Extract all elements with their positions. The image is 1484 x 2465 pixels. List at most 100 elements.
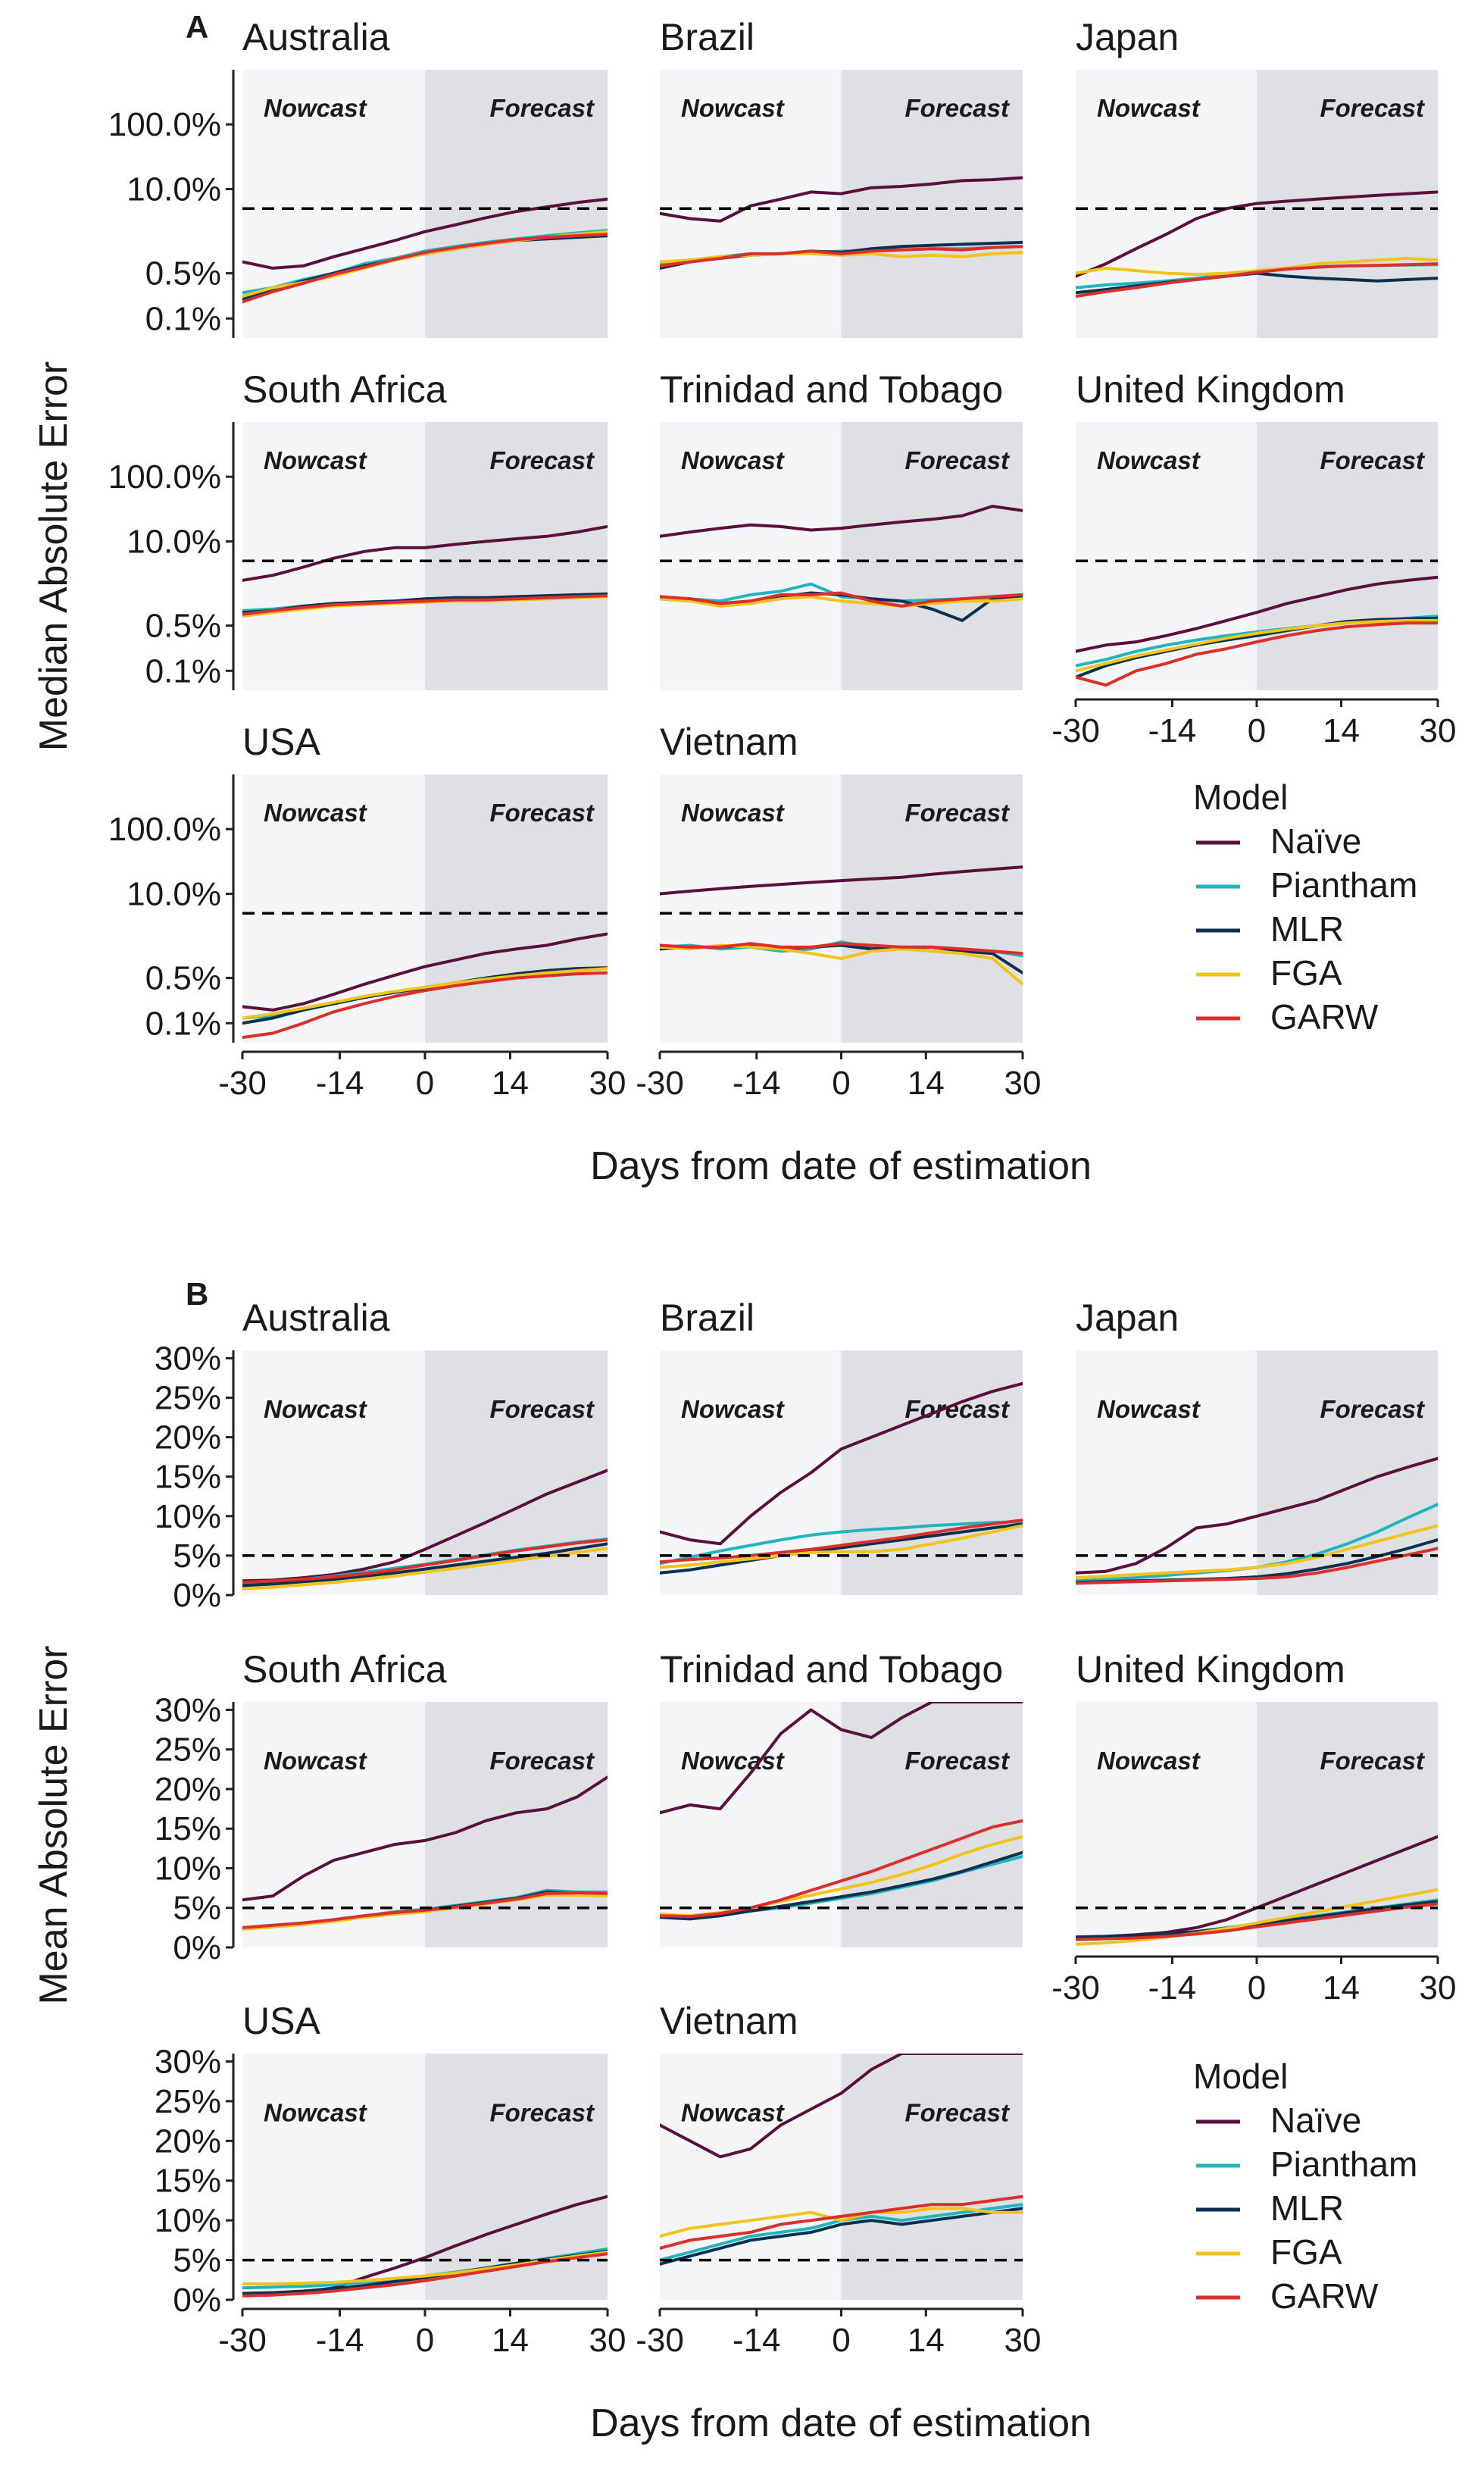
forecast-label: Forecast	[489, 1395, 595, 1423]
subplot-australia: Australia Nowcast Forecast 0%5%10%15%20%25%…	[155, 1297, 608, 1614]
y-tick-label: 30%	[155, 2043, 221, 2080]
series-line-nave	[660, 1702, 1023, 1815]
subplot-united-kingdom: United Kingdom Nowcast Forecast -30 -14 0 14 30	[1051, 368, 1456, 749]
x-tick-label: 14	[908, 2322, 945, 2359]
x-tick-label: -14	[733, 2322, 781, 2359]
nowcast-label: Nowcast	[264, 446, 368, 474]
x-tick-label: -30	[1051, 712, 1100, 749]
subplot-title: Australia	[242, 16, 390, 58]
series-line-fga	[660, 1524, 1023, 1569]
x-tick-label: 0	[1248, 712, 1266, 749]
subplot-title: South Africa	[242, 368, 447, 411]
series-line-garw	[660, 2194, 1023, 2250]
x-tick-label: -30	[636, 2322, 684, 2359]
series-line-garw	[242, 1538, 608, 1584]
nowcast-label: Nowcast	[1097, 446, 1201, 474]
y-tick-label: 25%	[155, 2083, 221, 2120]
legend-label: GARW	[1270, 2276, 1379, 2316]
series-line-nave	[242, 524, 608, 582]
legend-label: FGA	[1270, 2232, 1342, 2272]
series-line-nave	[1076, 1456, 1438, 1575]
forecast-region	[841, 774, 1023, 1043]
forecast-label: Forecast	[904, 1747, 1011, 1775]
series-line-fga	[1076, 618, 1438, 673]
nowcast-label: Nowcast	[681, 1747, 786, 1775]
x-tick-label: -30	[636, 1065, 684, 1102]
legend-label: MLR	[1270, 2188, 1344, 2228]
series-line-fga	[660, 2207, 1023, 2238]
series-line-mlr	[660, 1850, 1023, 1921]
series-line-nave	[242, 197, 608, 270]
y-tick-label: 20%	[155, 1419, 221, 1456]
series-line-garw	[660, 591, 1023, 608]
nowcast-region	[242, 2054, 425, 2300]
y-tick-label: 0.5%	[145, 255, 221, 292]
nowcast-region	[242, 774, 425, 1043]
x-tick-label: -14	[733, 1065, 781, 1102]
series-lines	[660, 2054, 1023, 2266]
forecast-label: Forecast	[904, 446, 1011, 474]
subplot-title: Japan	[1076, 16, 1179, 58]
x-tick-label: -30	[218, 1065, 267, 1102]
legend-title: Model	[1193, 777, 1288, 817]
forecast-region	[841, 1350, 1023, 1595]
nowcast-label: Nowcast	[264, 1747, 368, 1775]
nowcast-region	[1076, 70, 1257, 338]
series-line-mlr	[660, 2207, 1023, 2266]
y-tick-label: 100.0%	[108, 458, 221, 496]
nowcast-label: Nowcast	[1097, 1747, 1201, 1775]
subplot-usa: USA Nowcast Forecast 0.1% 0.5% 10.0% 100.0% -30…	[108, 721, 626, 1102]
series-line-garw	[242, 2252, 608, 2298]
subplot-title: Brazil	[660, 1297, 754, 1339]
y-tick-label: 0.5%	[145, 960, 221, 997]
forecast-region	[841, 1702, 1023, 1947]
y-tick-label: 15%	[155, 1459, 221, 1496]
y-tick-label: 100.0%	[108, 811, 221, 848]
y-tick-label: 0.1%	[145, 300, 221, 337]
series-line-nave	[660, 2054, 1023, 2159]
x-tick-label: 14	[492, 2322, 529, 2359]
x-tick-label: -14	[1148, 712, 1197, 749]
x-tick-label: 30	[589, 1065, 626, 1102]
subplot-title: Japan	[1076, 1297, 1179, 1339]
series-lines	[660, 1381, 1023, 1575]
x-tick-label: 30	[1420, 712, 1457, 749]
series-line-nave	[242, 1775, 608, 1902]
series-line-nave	[242, 1469, 608, 1583]
series-line-nave	[242, 932, 608, 1012]
series-line-mlr	[242, 1542, 608, 1588]
forecast-region	[841, 70, 1023, 338]
legend-label: Naïve	[1270, 821, 1361, 861]
nowcast-region	[1076, 1350, 1257, 1595]
legend-label: Piantham	[1270, 865, 1417, 905]
subplot-title: South Africa	[242, 1648, 447, 1691]
series-line-nave	[1076, 190, 1438, 278]
forecast-region	[841, 422, 1023, 690]
nowcast-region	[242, 422, 425, 690]
series-line-nave	[1076, 575, 1438, 653]
series-line-garw	[242, 594, 608, 616]
subplot-trinidad-and-tobago: Trinidad and Tobago Nowcast Forecast	[660, 368, 1023, 690]
series-lines	[1076, 190, 1438, 299]
forecast-label: Forecast	[1320, 1747, 1426, 1775]
series-line-garw	[242, 971, 608, 1040]
x-tick-label: 14	[1323, 1969, 1360, 2007]
series-lines	[660, 1702, 1023, 1921]
panel-label: A	[186, 9, 208, 45]
nowcast-region	[242, 1350, 425, 1595]
subplot-south-africa: South Africa Nowcast Forecast 0%5%10%15%20%…	[155, 1648, 608, 1966]
series-line-garw	[660, 1819, 1023, 1919]
x-tick-label: 14	[1323, 712, 1360, 749]
series-line-garw	[1076, 1902, 1438, 1941]
forecast-region	[1257, 422, 1438, 690]
series-line-garw	[1076, 1547, 1438, 1585]
y-tick-label: 10%	[155, 1498, 221, 1535]
y-tick-label: 10.0%	[127, 171, 221, 208]
y-tick-label: 30%	[155, 1340, 221, 1377]
y-tick-label: 0%	[173, 2282, 221, 2319]
series-line-fga	[1076, 1888, 1438, 1946]
